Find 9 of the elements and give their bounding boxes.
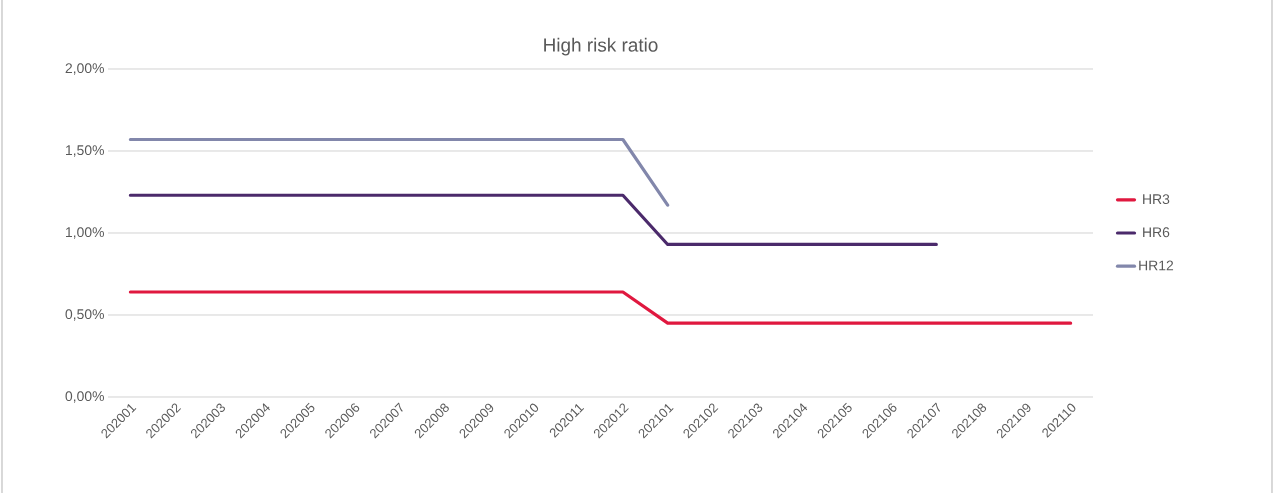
y-tick-label: 1,50%: [66, 145, 104, 157]
y-tick-label: 2,00%: [65, 63, 104, 75]
legend-label: HR6: [1143, 227, 1170, 238]
legend-label: HR12: [1139, 260, 1174, 271]
y-tick-label: 0,50%: [65, 309, 104, 321]
y-tick-label: 0,00%: [65, 391, 104, 403]
chart-title: High risk ratio: [544, 37, 658, 56]
y-tick-label: 1,00%: [66, 227, 104, 239]
legend-label: HR3: [1143, 194, 1170, 205]
